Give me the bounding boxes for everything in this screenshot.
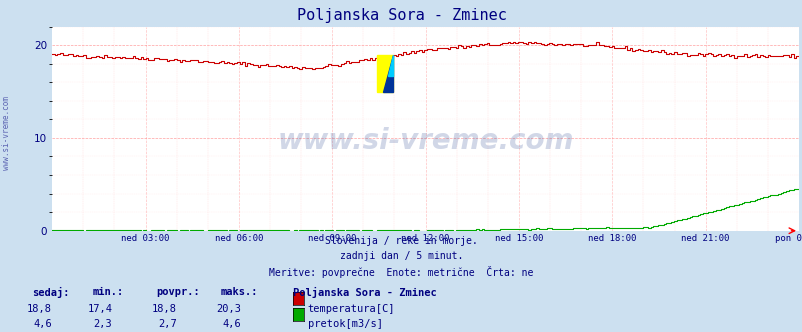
Polygon shape bbox=[377, 55, 393, 92]
Polygon shape bbox=[387, 55, 393, 76]
Polygon shape bbox=[383, 55, 393, 92]
Text: 20,3: 20,3 bbox=[216, 304, 241, 314]
Text: 18,8: 18,8 bbox=[152, 304, 176, 314]
Text: 2,3: 2,3 bbox=[94, 319, 112, 329]
Text: pretok[m3/s]: pretok[m3/s] bbox=[307, 319, 382, 329]
Text: 4,6: 4,6 bbox=[34, 319, 52, 329]
Text: sedaj:: sedaj: bbox=[32, 287, 70, 298]
Text: Meritve: povprečne  Enote: metrične  Črta: ne: Meritve: povprečne Enote: metrične Črta:… bbox=[269, 266, 533, 278]
Text: maks.:: maks.: bbox=[221, 287, 258, 297]
Text: 2,7: 2,7 bbox=[158, 319, 176, 329]
Text: www.si-vreme.com: www.si-vreme.com bbox=[277, 127, 573, 155]
Text: 18,8: 18,8 bbox=[27, 304, 52, 314]
Text: www.si-vreme.com: www.si-vreme.com bbox=[2, 96, 11, 170]
Text: Poljanska Sora - Zminec: Poljanska Sora - Zminec bbox=[296, 8, 506, 23]
Text: 17,4: 17,4 bbox=[87, 304, 112, 314]
Text: 4,6: 4,6 bbox=[222, 319, 241, 329]
Text: Poljanska Sora - Zminec: Poljanska Sora - Zminec bbox=[293, 287, 436, 298]
Text: min.:: min.: bbox=[92, 287, 124, 297]
Text: temperatura[C]: temperatura[C] bbox=[307, 304, 395, 314]
Text: zadnji dan / 5 minut.: zadnji dan / 5 minut. bbox=[339, 251, 463, 261]
Text: Slovenija / reke in morje.: Slovenija / reke in morje. bbox=[325, 236, 477, 246]
Text: povpr.:: povpr.: bbox=[156, 287, 200, 297]
